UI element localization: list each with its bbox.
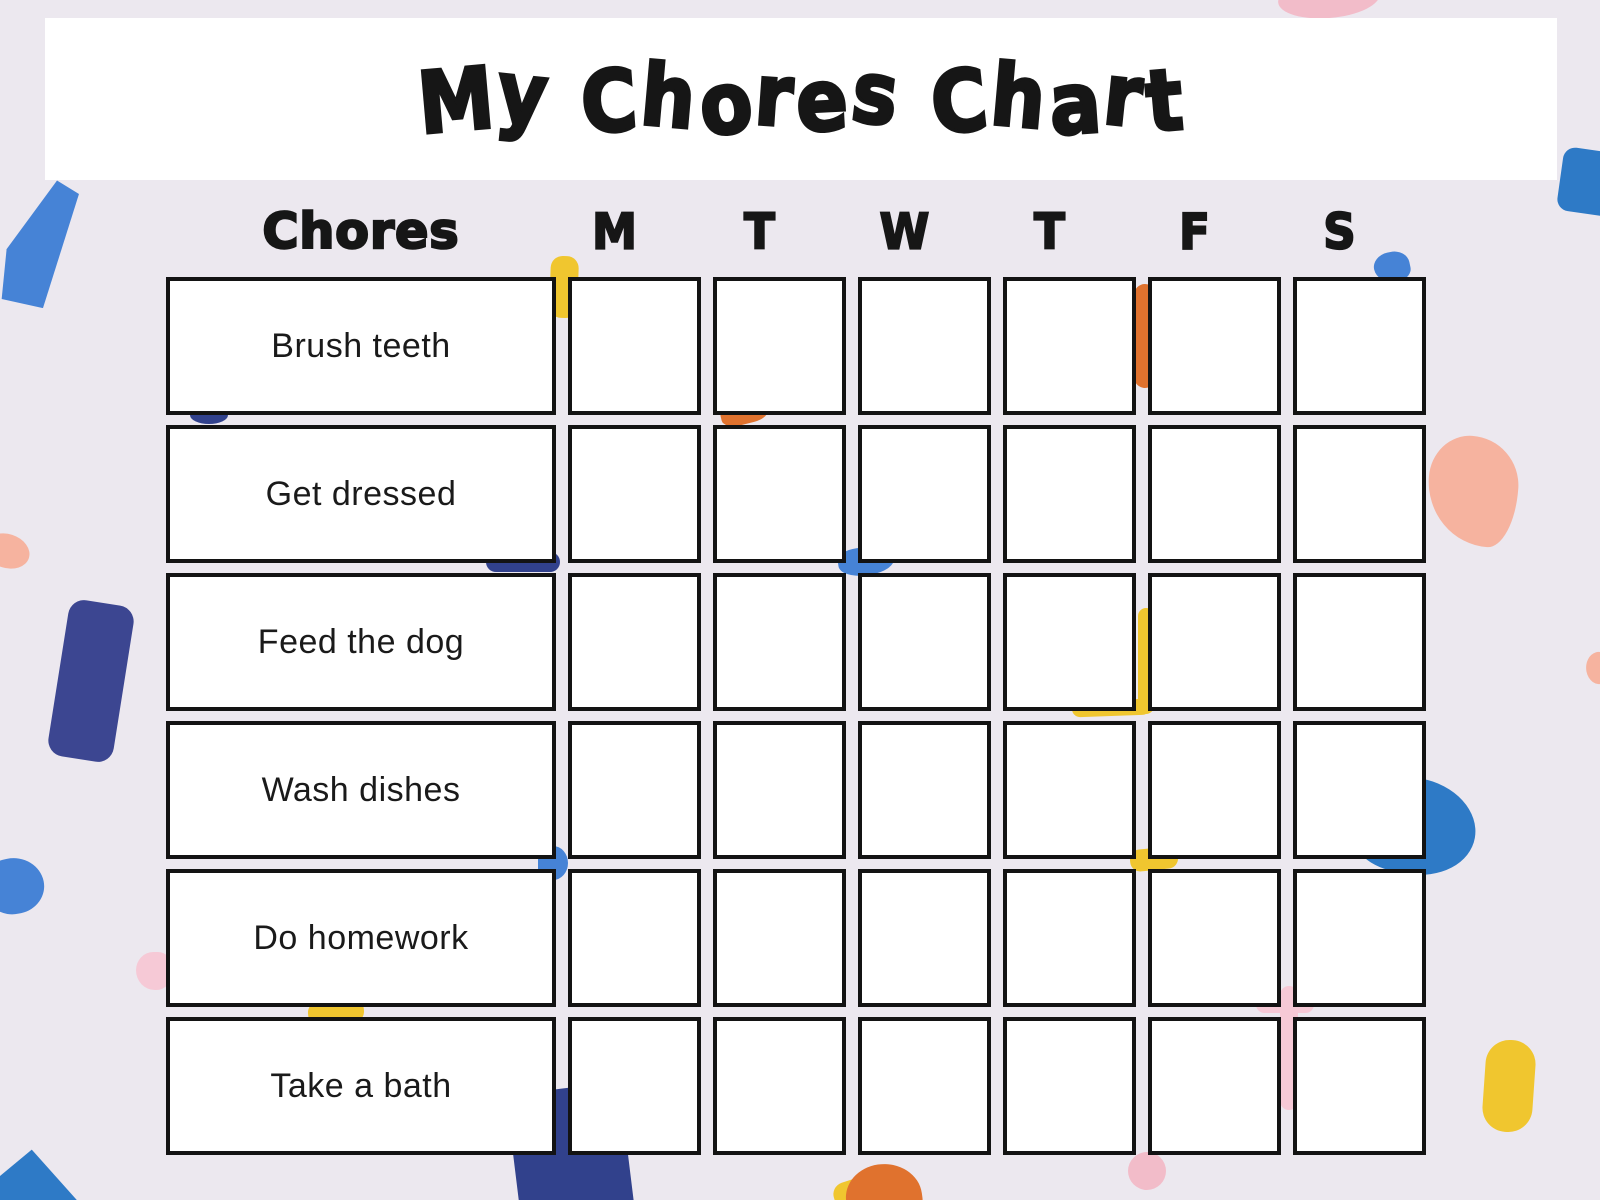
column-header-day-2: T: [743, 201, 776, 260]
column-header-day-6: S: [1322, 201, 1356, 260]
title-letter: e: [792, 48, 854, 154]
checkbox-cell-r5c6[interactable]: [1293, 869, 1426, 1007]
checkbox-cell-r6c6[interactable]: [1293, 1017, 1426, 1155]
checkbox-cell-r6c3[interactable]: [858, 1017, 991, 1155]
confetti-blue-square: [1555, 146, 1600, 218]
title-letter: h: [635, 43, 703, 150]
chore-label: Do homework: [166, 869, 556, 1007]
checkbox-cell-r4c5[interactable]: [1148, 721, 1281, 859]
checkbox-cell-r5c4[interactable]: [1003, 869, 1136, 1007]
column-header-day-3: W: [879, 201, 931, 260]
title-letter: t: [1140, 48, 1190, 154]
checkbox-cell-r6c5[interactable]: [1148, 1017, 1281, 1155]
checkbox-cell-r2c1[interactable]: [568, 425, 701, 563]
column-header-day-4: T: [1033, 201, 1066, 260]
title-letter: C: [576, 48, 644, 155]
checkbox-cell-r4c2[interactable]: [713, 721, 846, 859]
confetti-yellow-pill: [1480, 1038, 1538, 1134]
chore-label: Wash dishes: [166, 721, 556, 859]
checkbox-cell-r6c1[interactable]: [568, 1017, 701, 1155]
title-letter: a: [1044, 50, 1107, 156]
checkbox-cell-r1c3[interactable]: [858, 277, 991, 415]
title-letter: s: [845, 40, 907, 148]
checkbox-cell-r1c2[interactable]: [713, 277, 846, 415]
title-letter: o: [692, 49, 761, 158]
checkbox-cell-r5c2[interactable]: [713, 869, 846, 1007]
title-letter: y: [491, 40, 556, 148]
confetti-blue-blob: [0, 852, 50, 920]
checkbox-cell-r3c4[interactable]: [1003, 573, 1136, 711]
checkbox-cell-r2c4[interactable]: [1003, 425, 1136, 563]
confetti-pink-circle: [1128, 1152, 1166, 1190]
confetti-salmon-blob: [1424, 432, 1522, 550]
checkbox-cell-r3c1[interactable]: [568, 573, 701, 711]
confetti-salmon-edge: [0, 527, 35, 575]
title-letter: r: [1098, 42, 1151, 148]
checkbox-cell-r2c6[interactable]: [1293, 425, 1426, 563]
checkbox-cell-r2c5[interactable]: [1148, 425, 1281, 563]
confetti-orange-blob: [841, 1159, 927, 1200]
chore-label: Brush teeth: [166, 277, 556, 415]
confetti-salmon-tip: [1583, 650, 1600, 686]
title-letter: M: [412, 46, 501, 155]
checkbox-cell-r5c3[interactable]: [858, 869, 991, 1007]
checkbox-cell-r3c6[interactable]: [1293, 573, 1426, 711]
checkbox-cell-r4c6[interactable]: [1293, 721, 1426, 859]
title-letter: h: [985, 43, 1053, 150]
column-header-chores: Chores: [261, 201, 460, 261]
chore-label: Take a bath: [166, 1017, 556, 1155]
checkbox-cell-r3c3[interactable]: [858, 573, 991, 711]
confetti-navy-stroke: [46, 597, 136, 765]
checkbox-cell-r1c4[interactable]: [1003, 277, 1136, 415]
column-header-day-5: F: [1178, 201, 1211, 260]
checkbox-cell-r3c5[interactable]: [1148, 573, 1281, 711]
confetti-blue-trapezoid: [0, 179, 84, 310]
title-letter: r: [750, 43, 800, 148]
checkbox-cell-r1c6[interactable]: [1293, 277, 1426, 415]
checkbox-cell-r5c1[interactable]: [568, 869, 701, 1007]
checkbox-cell-r4c4[interactable]: [1003, 721, 1136, 859]
title-letter: C: [925, 47, 996, 155]
chore-label: Get dressed: [166, 425, 556, 563]
chores-table: Chores M T W T F S Brush teeth Get dressed Feed t…: [166, 195, 1426, 1155]
checkbox-cell-r2c3[interactable]: [858, 425, 991, 563]
checkbox-cell-r3c2[interactable]: [713, 573, 846, 711]
checkbox-cell-r4c1[interactable]: [568, 721, 701, 859]
chore-label: Feed the dog: [166, 573, 556, 711]
confetti-blue-triangle: [0, 1149, 111, 1200]
checkbox-cell-r4c3[interactable]: [858, 721, 991, 859]
checkbox-cell-r1c5[interactable]: [1148, 277, 1281, 415]
checkbox-cell-r2c2[interactable]: [713, 425, 846, 563]
column-header-day-1: M: [591, 201, 638, 260]
checkbox-cell-r1c1[interactable]: [568, 277, 701, 415]
checkbox-cell-r6c2[interactable]: [713, 1017, 846, 1155]
checkbox-cell-r5c5[interactable]: [1148, 869, 1281, 1007]
checkbox-cell-r6c4[interactable]: [1003, 1017, 1136, 1155]
